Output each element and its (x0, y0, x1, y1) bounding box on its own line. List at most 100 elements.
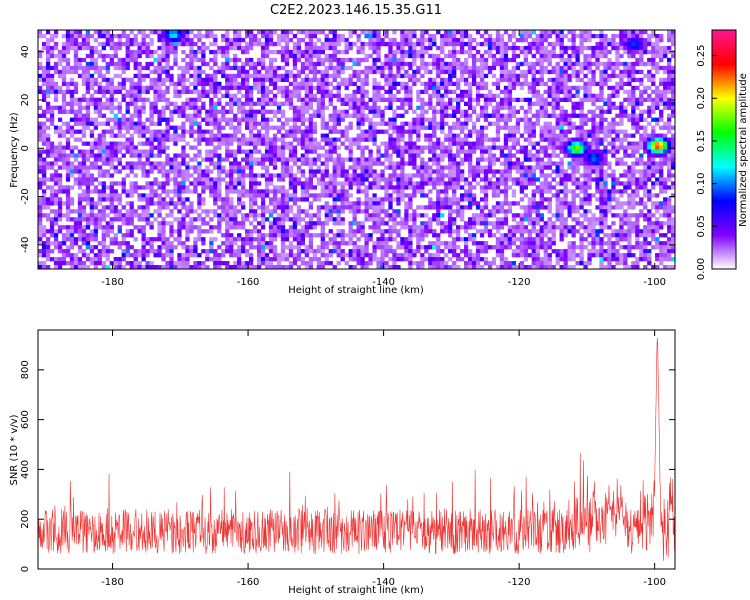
spectrogram-cell (221, 113, 226, 118)
spectrogram-cell (456, 41, 461, 47)
spectrogram-cell (475, 169, 481, 174)
spectrogram-cell (539, 185, 544, 190)
spectrogram-cell (193, 57, 198, 63)
spectrogram-cell (372, 137, 377, 142)
spectrogram-cell (471, 65, 477, 71)
spectrogram-cell (161, 133, 166, 138)
spectrogram-cell (45, 201, 51, 206)
spectrogram-cell (233, 41, 238, 47)
spectrogram-cell (316, 141, 321, 146)
spectrogram-cell (45, 65, 51, 71)
spectrogram-cell (169, 109, 174, 114)
spectrogram-cell (655, 165, 660, 170)
spectrogram-cell (368, 169, 373, 174)
spectrogram-cell (109, 153, 114, 158)
spectrogram-cell (149, 121, 154, 126)
spectrogram-cell (456, 161, 461, 166)
spectrogram-cell (340, 37, 345, 43)
spectrogram-cell (436, 53, 441, 59)
spectrogram-cell (344, 189, 349, 194)
spectrogram-cell (129, 149, 134, 154)
spectrogram-cell (225, 57, 230, 63)
spectrogram-cell (579, 161, 584, 166)
spectrogram-cell (671, 145, 676, 150)
spectrogram-cell (264, 69, 270, 75)
spectrogram-cell (416, 69, 421, 75)
spectrogram-cell (344, 157, 349, 162)
spectrogram-cell (499, 65, 505, 71)
spectrogram-cell (527, 61, 532, 67)
spectrogram-cell (436, 173, 441, 178)
spectrogram-cell (268, 137, 274, 142)
spectrogram-cell (137, 113, 142, 118)
spectrogram-cell (575, 73, 580, 79)
spectrogram-cell (380, 113, 385, 118)
spectrogram-cell (575, 169, 580, 174)
spectrogram-cell (352, 89, 357, 95)
spectrogram-cell (69, 33, 75, 39)
spectrogram-cell (428, 201, 433, 206)
spectrogram-cell (53, 93, 59, 99)
spectrogram-cell (73, 97, 79, 102)
spectrogram-cell (416, 145, 421, 150)
spectrogram-cell (65, 37, 71, 43)
spectrogram-cell (145, 117, 150, 122)
spectrogram-cell (436, 85, 441, 91)
spectrogram-cell (511, 30, 517, 35)
spectrogram-cell (408, 73, 413, 79)
spectrogram-cell (627, 141, 632, 146)
spectrogram-cell (571, 141, 576, 146)
spectrogram-cell (583, 173, 588, 178)
spectrogram-cell (503, 85, 509, 91)
spectrogram-cell (181, 57, 186, 63)
spectrogram-cell (515, 137, 521, 142)
spectrogram-cell (97, 197, 102, 202)
spectrogram-cell (197, 193, 202, 198)
spectrogram-cell (268, 177, 274, 182)
spectrogram-cell (181, 77, 186, 83)
spectrogram-cell (507, 129, 513, 134)
spectrogram-cell (117, 193, 122, 198)
spectrogram-cell (440, 81, 445, 87)
spectrogram-cell (539, 109, 544, 114)
spectrogram-cell (623, 89, 628, 95)
spectrogram-cell (125, 189, 130, 194)
spectrogram-cell (117, 145, 122, 150)
spectrogram-cell (503, 201, 509, 206)
spectrogram-cell (400, 157, 405, 162)
spectrogram-cell (651, 125, 656, 130)
spectrogram-cell (499, 77, 505, 83)
spectrogram-cell (416, 113, 421, 118)
spectrogram-cell (308, 93, 314, 99)
spectrogram-cell (587, 89, 592, 95)
spectrogram-cell (623, 149, 628, 154)
spectrogram-cell (412, 117, 417, 122)
spectrogram-cell (249, 45, 254, 51)
spectrogram-cell (507, 165, 513, 170)
spectrogram-cell (292, 93, 298, 99)
spectrogram-cell (308, 129, 314, 134)
spectrogram-cell (45, 30, 51, 35)
spectrogram-cell (543, 97, 548, 102)
spectrogram-cell (651, 30, 656, 35)
spectrogram-cell (420, 49, 425, 55)
spectrogram-cell (161, 69, 166, 75)
spectrogram-cell (499, 49, 505, 55)
spectrogram-cell (444, 149, 449, 154)
spectrogram-cell (197, 201, 202, 206)
spectrogram-cell (364, 73, 369, 79)
spectrogram-cell (288, 69, 294, 75)
spectrogram-cell (523, 69, 528, 75)
spectrogram-cell (284, 37, 290, 43)
spectrogram-cell (304, 77, 310, 83)
spectrogram-cell (260, 85, 266, 91)
spectrogram-cell (81, 157, 87, 162)
spectrogram-cell (615, 93, 620, 99)
spectrogram-cell (109, 109, 114, 114)
spectrogram-cell (531, 193, 536, 198)
spectrogram-cell (260, 165, 266, 170)
spectrogram-cell (368, 185, 373, 190)
spectrogram-cell (619, 85, 624, 91)
spectrogram-cell (272, 145, 278, 150)
spectrogram-cell (352, 61, 357, 67)
